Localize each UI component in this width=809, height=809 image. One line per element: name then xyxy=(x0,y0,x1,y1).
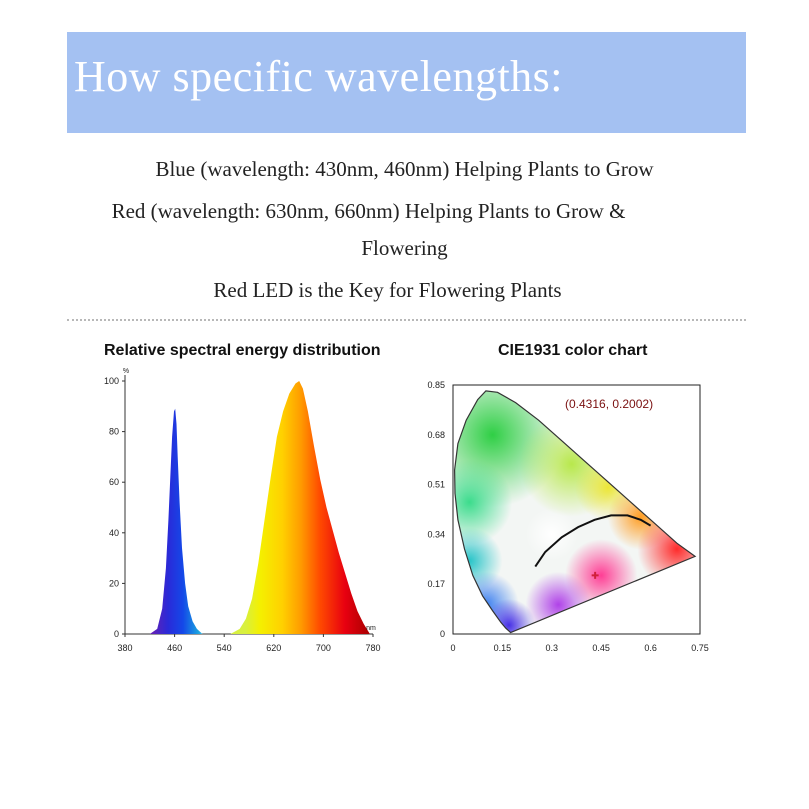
spectral-x-tick-label: 780 xyxy=(365,643,380,653)
page-title: How specific wavelengths: xyxy=(74,52,564,101)
cie-coordinate-annotation: (0.4316, 0.2002) xyxy=(565,397,653,411)
spectral-y-axis-label: % xyxy=(123,368,129,375)
spectral-y-tick-label: 100 xyxy=(104,376,119,386)
red-wavelength-text: Red (wavelength: 630nm, 660nm) Helping P… xyxy=(111,199,626,223)
cie-x-tick-label: 0.15 xyxy=(494,643,512,653)
spectral-x-tick-label: 620 xyxy=(266,643,281,653)
spectral-tick-labels: 0 20 40 60 80 100 380 460 540 620 700 780% nm xyxy=(104,368,381,653)
cie-color-region xyxy=(637,509,696,589)
cie-chart-title: CIE1931 color chart xyxy=(498,342,648,359)
blue-wavelength-text: Blue (wavelength: 430nm, 460nm) Helping … xyxy=(155,157,654,181)
cie-color-region xyxy=(454,459,513,545)
cie-x-tick-label: 0 xyxy=(450,643,455,653)
cie-planckian-curve xyxy=(534,514,652,568)
red-wavelength-text-continued: Flowering xyxy=(361,236,448,260)
cie-tick-labels: 0 0.17 0.34 0.51 0.68 0.85 0 0.15 0.3 0.45 0.6 0.75 xyxy=(427,380,708,653)
cie-y-tick-label: 0.85 xyxy=(427,380,445,390)
cie-y-tick-label: 0.68 xyxy=(427,430,445,440)
spectral-x-tick-label: 700 xyxy=(316,643,331,653)
spectral-x-axis-label: nm xyxy=(366,625,376,632)
red-led-key-text: Red LED is the Key for Flowering Plants xyxy=(213,278,562,302)
cie-color-region xyxy=(525,508,579,561)
spectral-y-tick-label: 60 xyxy=(109,477,119,487)
cie-y-tick-label: 0.51 xyxy=(427,480,445,490)
cie-color-region xyxy=(482,598,536,633)
cie-x-tick-label: 0.45 xyxy=(592,643,610,653)
spectral-x-tick-label: 460 xyxy=(167,643,182,653)
spectral-y-tick-label: 40 xyxy=(109,528,119,538)
cie-locus-outline xyxy=(453,390,697,634)
cie-y-tick-label: 0 xyxy=(440,629,445,639)
spectral-series-1-area xyxy=(149,408,203,634)
section-divider xyxy=(67,319,746,321)
spectral-y-tick-label: 20 xyxy=(109,578,119,588)
cie-y-tick-label: 0.34 xyxy=(427,529,445,539)
spectral-x-tick-label: 540 xyxy=(217,643,232,653)
cie-x-tick-label: 0.75 xyxy=(691,643,709,653)
spectral-chart-title: Relative spectral energy distribution xyxy=(104,342,381,359)
cie-x-tick-label: 0.6 xyxy=(644,643,657,653)
cie-plot-body xyxy=(452,384,701,635)
spectral-y-tick-label: 80 xyxy=(109,427,119,437)
spectral-x-tick-label: 380 xyxy=(117,643,132,653)
spectral-y-tick-label: 0 xyxy=(114,629,119,639)
title-banner: How specific wavelengths: xyxy=(67,32,746,133)
cie-x-tick-label: 0.3 xyxy=(546,643,559,653)
spectral-series-2-area xyxy=(230,381,370,634)
spectral-series xyxy=(149,381,370,634)
cie-y-tick-label: 0.17 xyxy=(427,579,445,589)
